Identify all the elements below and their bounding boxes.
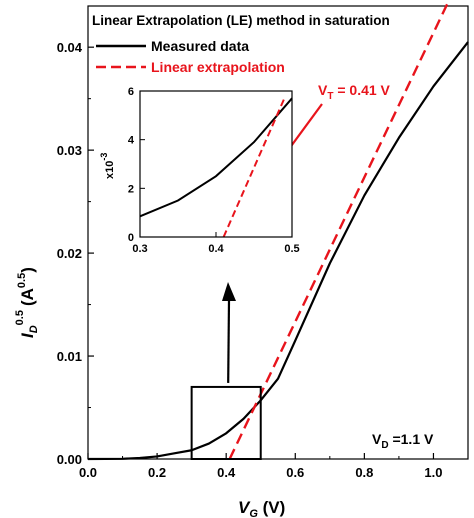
vt-annotation-main: V (318, 82, 328, 98)
inset-x-tick-label: 0.3 (132, 243, 147, 255)
vd-annotation-text: =1.1 V (389, 431, 434, 447)
inset-background (140, 91, 292, 237)
zoom-arrow-head (222, 282, 236, 301)
x-tick-label: 1.0 (424, 465, 442, 480)
x-tick-label: 0.8 (355, 465, 373, 480)
vt-annotation-text: = 0.41 V (333, 82, 390, 98)
inset-x-ticks: 0.3 0.4 0.5 (132, 232, 300, 255)
x-tick-label: 0.0 (79, 465, 97, 480)
y-tick-label: 0.03 (57, 143, 82, 158)
x-axis-title-unit: (V) (258, 498, 285, 517)
series-measured-line (87, 41, 469, 461)
y-axis-title-close: ) (18, 267, 37, 273)
inset-y-label: x10-3 (99, 153, 116, 179)
plot-frame (87, 5, 469, 460)
zoom-arrow (227, 299, 231, 383)
vd-annotation-main: V (372, 431, 382, 447)
zoom-box (190, 385, 262, 461)
inset-y-tick-label: 4 (128, 135, 135, 147)
vd-annotation: VD =1.1 V (372, 431, 434, 451)
y-axis-title-unit-sup: 0.5 (16, 273, 28, 288)
inset-y-ticks: 0 2 4 6 (128, 86, 145, 244)
y-axis-title-sub: D (28, 325, 40, 333)
x-tick-label: 0.2 (148, 465, 166, 480)
x-ticks: 0.0 0.2 0.4 0.6 0.8 1.0 (79, 453, 469, 480)
y-tick-label: 0.02 (57, 246, 82, 261)
y-tick-label: 0.01 (57, 349, 82, 364)
vd-annotation-sub: D (381, 440, 388, 451)
x-axis-title-sub: G (249, 508, 258, 518)
x-axis-title: VG (V) (238, 498, 285, 518)
inset-x-tick-label: 0.5 (284, 243, 299, 255)
y-tick-label: 0.00 (57, 452, 82, 467)
x-tick-label: 0.4 (217, 465, 236, 480)
inset-plot: 0.3 0.4 0.5 0 2 4 6 x10-3 (99, 86, 300, 255)
inset-y-tick-label: 0 (128, 232, 134, 244)
inset-y-tick-label: 6 (128, 86, 134, 98)
inset-y-label-exp: -3 (99, 153, 109, 161)
y-axis-title: ID0.5(A0.5) (14, 267, 40, 338)
legend-label-linear: Linear extrapolation (151, 59, 285, 75)
main-plot: 0.0 0.2 0.4 0.6 0.8 1.0 0.00 0.01 0.02 0.03 0.04 (57, 3, 469, 480)
inset-series-layer (139, 97, 293, 238)
inset-y-tick-label: 2 (128, 183, 134, 195)
y-axis-title-group: ID0.5(A0.5) (14, 267, 40, 338)
inset-series-linear-line (222, 97, 286, 238)
y-axis-title-main: I (18, 332, 37, 338)
inset-y-label-base: x10 (104, 161, 116, 179)
vt-annotation-sub: T (327, 91, 333, 102)
x-axis-title-main: V (238, 498, 251, 517)
y-axis-title-unit: (A (18, 288, 37, 306)
legend: Linear Extrapolation (LE) method in satu… (92, 13, 390, 75)
y-axis-title-sup: 0.5 (14, 310, 26, 325)
inset-series-measured-line (139, 97, 293, 218)
vt-annotation: VT = 0.41 V (318, 82, 391, 102)
y-tick-label: 0.04 (57, 40, 83, 55)
legend-label-measured: Measured data (151, 38, 249, 54)
series-layer (87, 3, 469, 461)
inset-y-label-group: x10-3 (99, 153, 116, 179)
x-tick-label: 0.6 (286, 465, 304, 480)
inset-x-tick-label: 0.4 (208, 243, 224, 255)
y-ticks: 0.00 0.01 0.02 0.03 0.04 (57, 40, 94, 467)
legend-title: Linear Extrapolation (LE) method in satu… (92, 13, 390, 28)
